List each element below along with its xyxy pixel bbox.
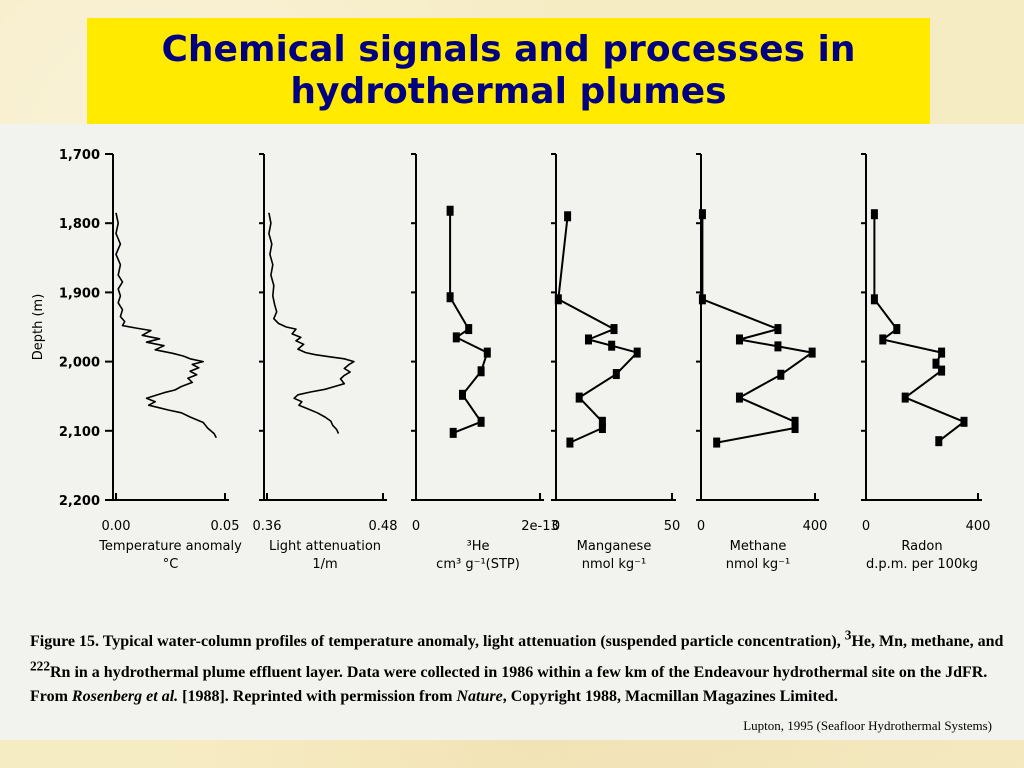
methane-data-point [774, 341, 782, 352]
radon-data-point [935, 436, 943, 447]
temperature-profile-line [115, 212, 218, 439]
methane-data-point [698, 294, 706, 305]
helium3-data-point [465, 324, 473, 335]
caption-part-3: Rn in a hydrothermal plume effluent laye… [30, 663, 988, 705]
depth-tick-label: 1,800 [59, 217, 100, 232]
manganese-x-tick-label-max: 50 [664, 519, 681, 534]
methane-data-point [808, 347, 816, 358]
manganese-data-point [564, 211, 572, 222]
manganese-x-tick-label-min: 0 [552, 519, 560, 534]
helium3-data-point [446, 205, 454, 216]
helium3-data-point [477, 416, 485, 427]
temperature-x-label-line-2: °C [163, 557, 179, 572]
radon-data-point [938, 365, 946, 376]
manganese-data-point [612, 369, 620, 380]
methane-data-point [735, 392, 743, 403]
caption-part-1: Figure 15. Typical water-column profiles… [30, 633, 845, 651]
caption-rn-superscript: 222 [30, 658, 50, 674]
manganese-data-point [566, 437, 574, 448]
depth-tick-label: 2,200 [59, 494, 100, 509]
manganese-data-point [633, 347, 641, 358]
caption-part-2: He, Mn, methane, and [851, 633, 1004, 651]
depth-tick-label: 2,000 [59, 356, 100, 371]
radon-data-point [870, 209, 878, 220]
radon-data-point [938, 347, 946, 358]
methane-data-point [713, 437, 721, 448]
light_attenuation-x-tick-label-max: 0.48 [369, 519, 398, 534]
helium3-profile-line [449, 210, 489, 434]
manganese-data-point [554, 294, 562, 305]
helium3-data-point [483, 347, 491, 358]
depth-tick-label: 1,900 [59, 286, 100, 301]
caption-part-4: [1988]. Reprinted with permission from [178, 687, 457, 705]
temperature-x-tick-label-max: 0.05 [211, 519, 240, 534]
manganese-data-point [584, 334, 592, 345]
radon-data-point [893, 324, 901, 335]
helium3-data-point [477, 366, 485, 377]
manganese-x-label-line-2: nmol kg⁻¹ [582, 557, 646, 572]
helium3-x-label-line-2: cm³ g⁻¹(STP) [436, 557, 520, 572]
radon-data-point [901, 392, 909, 403]
helium3-data-point [449, 427, 457, 438]
manganese-data-point [598, 423, 606, 434]
manganese-data-point [598, 416, 606, 427]
manganese-data-point [575, 392, 583, 403]
helium3-x-label-line-1: ³He [467, 539, 490, 554]
caption-he-superscript: 3 [844, 628, 852, 643]
radon-data-point [879, 334, 887, 345]
helium3-data-point [459, 389, 466, 400]
temperature-x-tick-label-min: 0.00 [102, 519, 131, 534]
methane-data-point [791, 423, 799, 434]
light_attenuation-x-label-line-1: Light attenuation [269, 539, 381, 554]
radon-data-point [960, 416, 968, 427]
methane-data-point [735, 334, 743, 345]
depth-axis-label: Depth (m) [31, 294, 46, 361]
slide-title: Chemical signals and processes in hydrot… [161, 29, 856, 112]
temperature-x-label-line-1: Temperature anomaly [98, 539, 242, 554]
methane-data-point [698, 209, 706, 220]
radon-data-point [870, 294, 878, 305]
caption-reference: Rosenberg et al. [71, 687, 179, 705]
methane-data-point [774, 324, 782, 335]
radon-x-label-line-2: d.p.m. per 100kg [866, 557, 978, 572]
depth-tick-label: 2,100 [59, 425, 100, 440]
caption-journal: Nature [456, 687, 503, 705]
methane-profile-line [701, 214, 814, 444]
radon-x-label-line-1: Radon [901, 539, 942, 554]
helium3-x-tick-label-min: 0 [412, 519, 420, 534]
manganese-data-point [610, 324, 618, 335]
helium3-data-point [446, 292, 454, 303]
methane-data-point [791, 416, 799, 427]
profiles-chart: 1,700 1,800 1,900 2,000 2,100 2,200 Depth (m) 0… [31, 148, 991, 572]
manganese-profile-line [557, 216, 639, 444]
methane-x-label-line-1: Methane [730, 539, 787, 554]
radon-x-tick-label-max: 400 [966, 519, 991, 534]
figure-caption: Figure 15. Typical water-column profiles… [30, 624, 1005, 709]
radon-data-point [932, 358, 940, 369]
source-credit: Lupton, 1995 (Seafloor Hydrothermal Syst… [743, 718, 992, 733]
radon-profile-line [873, 214, 965, 442]
methane-x-label-line-2: nmol kg⁻¹ [726, 557, 790, 572]
methane-data-point [777, 369, 785, 380]
methane-x-tick-label-max: 400 [803, 519, 828, 534]
light_attenuation-x-label-line-2: 1/m [312, 557, 337, 572]
manganese-data-point [608, 340, 616, 351]
manganese-x-label-line-1: Manganese [577, 539, 652, 554]
helium3-x-tick-label-max: 2e-13 [521, 519, 559, 534]
figure-panel: 1,700 1,800 1,900 2,000 2,100 2,200 Depth (m) 0… [0, 124, 1024, 740]
helium3-data-point [452, 332, 460, 343]
caption-part-5: , Copyright 1988, Macmillan Magazines Li… [502, 687, 838, 705]
methane-x-tick-label-min: 0 [697, 519, 705, 534]
depth-tick-label: 1,700 [59, 148, 100, 163]
radon-x-tick-label-min: 0 [862, 519, 870, 534]
title-banner: Chemical signals and processes in hydrot… [87, 18, 930, 124]
light_attenuation-profile-line [268, 212, 355, 434]
light_attenuation-x-tick-label-min: 0.36 [253, 519, 282, 534]
